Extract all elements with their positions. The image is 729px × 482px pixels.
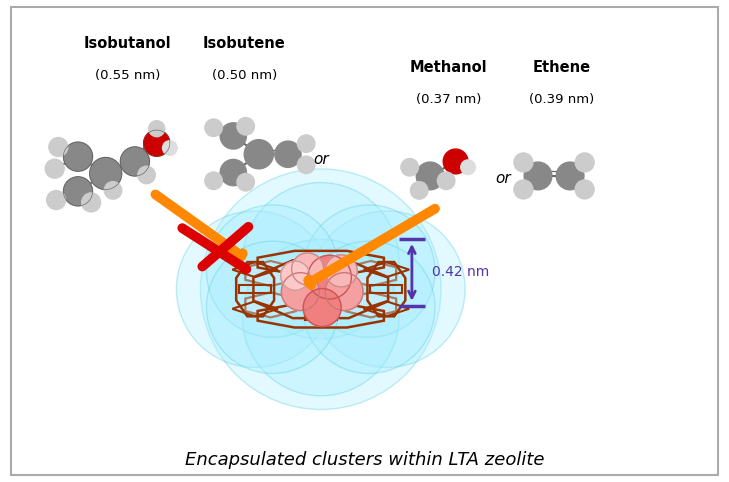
Ellipse shape [275,141,301,167]
Ellipse shape [575,153,594,172]
Ellipse shape [237,174,254,191]
Ellipse shape [556,162,584,190]
Polygon shape [246,292,296,317]
Ellipse shape [45,159,64,178]
Ellipse shape [303,241,435,374]
Ellipse shape [325,273,363,310]
Ellipse shape [120,147,149,176]
Ellipse shape [149,120,165,137]
Ellipse shape [63,177,93,206]
Ellipse shape [292,253,324,285]
Ellipse shape [303,205,435,337]
Ellipse shape [514,180,533,199]
Text: 0.42 nm: 0.42 nm [432,265,490,280]
Text: or: or [313,151,329,167]
Ellipse shape [63,142,93,171]
Text: Encapsulated clusters within LTA zeolite: Encapsulated clusters within LTA zeolite [184,451,545,469]
Ellipse shape [297,135,315,152]
Ellipse shape [206,205,339,337]
Ellipse shape [220,160,246,186]
Ellipse shape [90,158,122,189]
Ellipse shape [243,183,399,339]
Ellipse shape [47,190,66,210]
Ellipse shape [220,123,246,149]
Ellipse shape [308,255,351,299]
Ellipse shape [138,166,155,184]
Ellipse shape [303,289,341,326]
Polygon shape [246,261,296,286]
Ellipse shape [297,156,315,174]
Ellipse shape [443,149,468,174]
Ellipse shape [82,193,101,212]
Ellipse shape [49,137,68,157]
Ellipse shape [104,182,122,199]
Ellipse shape [401,159,418,176]
Ellipse shape [237,118,254,135]
Text: Ethene: Ethene [532,60,590,75]
Ellipse shape [176,211,332,367]
Ellipse shape [416,162,444,190]
Ellipse shape [325,255,357,287]
Polygon shape [346,292,396,317]
Ellipse shape [205,172,222,189]
Ellipse shape [461,160,475,174]
Ellipse shape [200,169,441,410]
Ellipse shape [575,180,594,199]
Text: (0.55 nm): (0.55 nm) [95,69,160,82]
Text: Isobutene: Isobutene [203,36,286,51]
Text: Methanol: Methanol [410,60,487,75]
Ellipse shape [524,162,552,190]
Text: (0.39 nm): (0.39 nm) [529,93,594,106]
Ellipse shape [281,273,319,310]
Ellipse shape [244,140,273,169]
Text: (0.37 nm): (0.37 nm) [416,93,481,106]
Ellipse shape [309,211,465,367]
Ellipse shape [144,130,170,156]
Ellipse shape [205,119,222,136]
Ellipse shape [243,240,399,396]
Ellipse shape [281,261,310,290]
Text: Isobutanol: Isobutanol [84,36,171,51]
Ellipse shape [514,153,533,172]
Ellipse shape [410,182,428,199]
Ellipse shape [206,241,339,374]
Ellipse shape [437,172,455,189]
Text: or: or [495,171,511,186]
Text: (0.50 nm): (0.50 nm) [211,69,277,82]
Ellipse shape [163,141,177,155]
Polygon shape [346,261,396,286]
